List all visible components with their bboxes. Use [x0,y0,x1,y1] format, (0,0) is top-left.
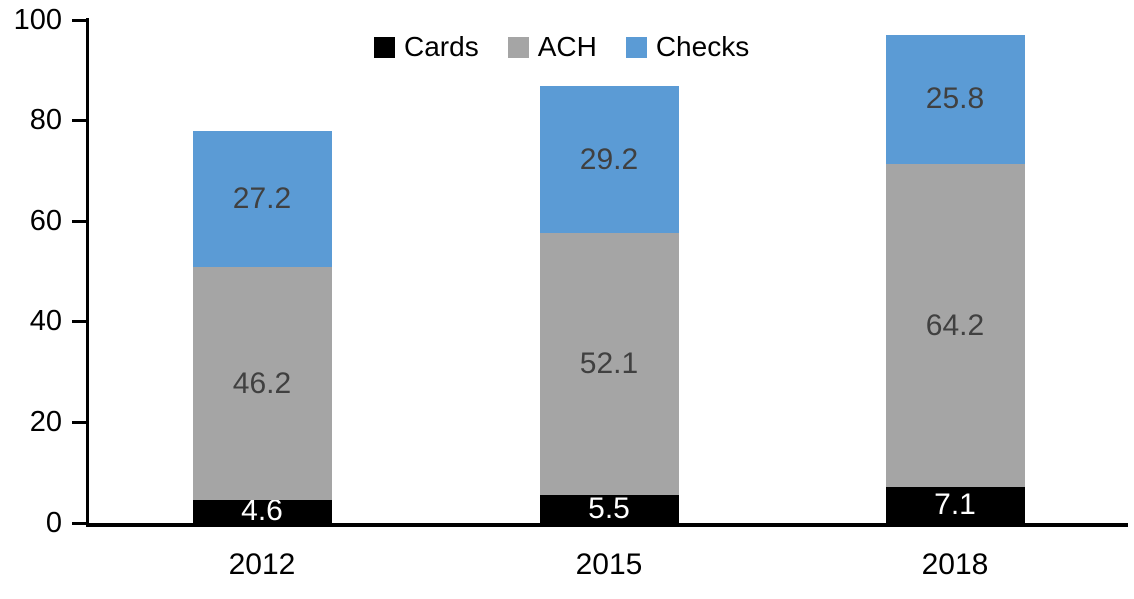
bar-label-ach-2018: 64.2 [925,308,985,342]
bar-segment-checks-2012 [192,130,332,268]
y-axis-tick [72,521,88,525]
y-axis-tick-label: 20 [29,405,62,438]
x-axis-label-2012: 2012 [228,548,296,581]
legend-item-cards: Cards [374,33,479,61]
y-axis-tick-label: 80 [29,104,62,137]
bar-segment-ach-2015 [539,233,679,496]
bar-label-checks-2018: 25.8 [925,82,985,116]
x-axis-line [86,523,1128,527]
checks-swatch-icon [625,36,647,58]
y-axis-tick-label: 0 [45,506,62,539]
y-axis-tick [72,219,88,223]
y-axis-tick [72,320,88,324]
y-axis-tick-label: 40 [29,305,62,338]
legend-item-ach: ACH [507,31,597,62]
x-axis-label-2018: 2018 [921,548,989,581]
bar-segment-cards-2015 [539,495,679,523]
y-axis-tick [72,119,88,123]
y-axis-line [86,18,89,527]
legend-label-checks: Checks [655,31,750,62]
bar-label-cards-2012: 4.6 [241,494,283,528]
bar-label-ach-2015: 52.1 [579,347,639,381]
bar-segment-ach-2018 [885,164,1025,488]
y-axis-tick [72,420,88,424]
legend: Cards ACH Checks [374,33,749,61]
bar-segment-cards-2012 [192,499,332,523]
legend-item-checks: Checks [625,31,750,62]
bar-segment-checks-2015 [539,86,679,234]
legend-label-ach: ACH [537,31,597,62]
x-axis-label-2015: 2015 [575,548,643,581]
ach-swatch-icon [507,36,529,58]
bar-segment-checks-2018 [885,34,1025,165]
y-axis-tick [72,18,88,22]
bar-segment-cards-2018 [885,487,1025,523]
bar-label-checks-2012: 27.2 [232,182,292,216]
bar-label-cards-2015: 5.5 [588,492,630,526]
y-axis-tick-label: 100 [13,3,62,36]
bar-segment-ach-2012 [192,267,332,500]
y-axis-tick-label: 60 [29,204,62,237]
legend-label-cards: Cards [404,31,479,62]
bar-label-cards-2018: 7.1 [934,488,976,522]
bar-label-ach-2012: 46.2 [232,366,292,400]
cards-swatch-icon [374,36,395,58]
bar-label-checks-2015: 29.2 [579,142,639,176]
